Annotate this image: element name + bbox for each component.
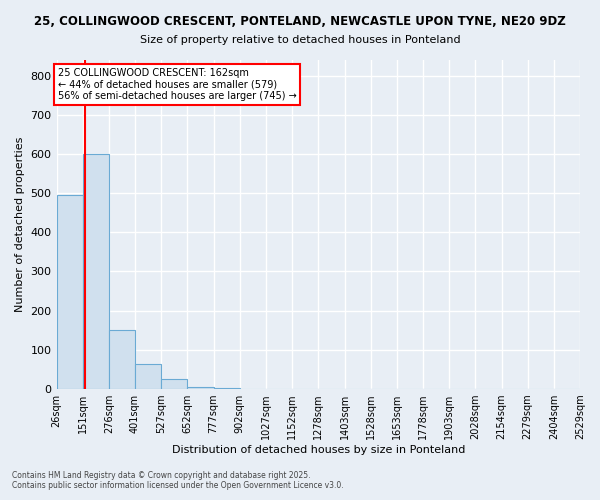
Text: Contains HM Land Registry data © Crown copyright and database right 2025.
Contai: Contains HM Land Registry data © Crown c… [12, 470, 344, 490]
Bar [187, 387, 214, 389]
Text: 25 COLLINGWOOD CRESCENT: 162sqm
← 44% of detached houses are smaller (579)
56% o: 25 COLLINGWOOD CRESCENT: 162sqm ← 44% of… [58, 68, 296, 101]
Bar [214, 388, 240, 389]
Bar [161, 379, 187, 389]
Bar [109, 330, 135, 389]
Bar [135, 364, 161, 389]
Bar [56, 195, 83, 389]
Text: 25, COLLINGWOOD CRESCENT, PONTELAND, NEWCASTLE UPON TYNE, NE20 9DZ: 25, COLLINGWOOD CRESCENT, PONTELAND, NEW… [34, 15, 566, 28]
Y-axis label: Number of detached properties: Number of detached properties [15, 137, 25, 312]
X-axis label: Distribution of detached houses by size in Ponteland: Distribution of detached houses by size … [172, 445, 465, 455]
Bar [83, 154, 109, 389]
Text: Size of property relative to detached houses in Ponteland: Size of property relative to detached ho… [140, 35, 460, 45]
